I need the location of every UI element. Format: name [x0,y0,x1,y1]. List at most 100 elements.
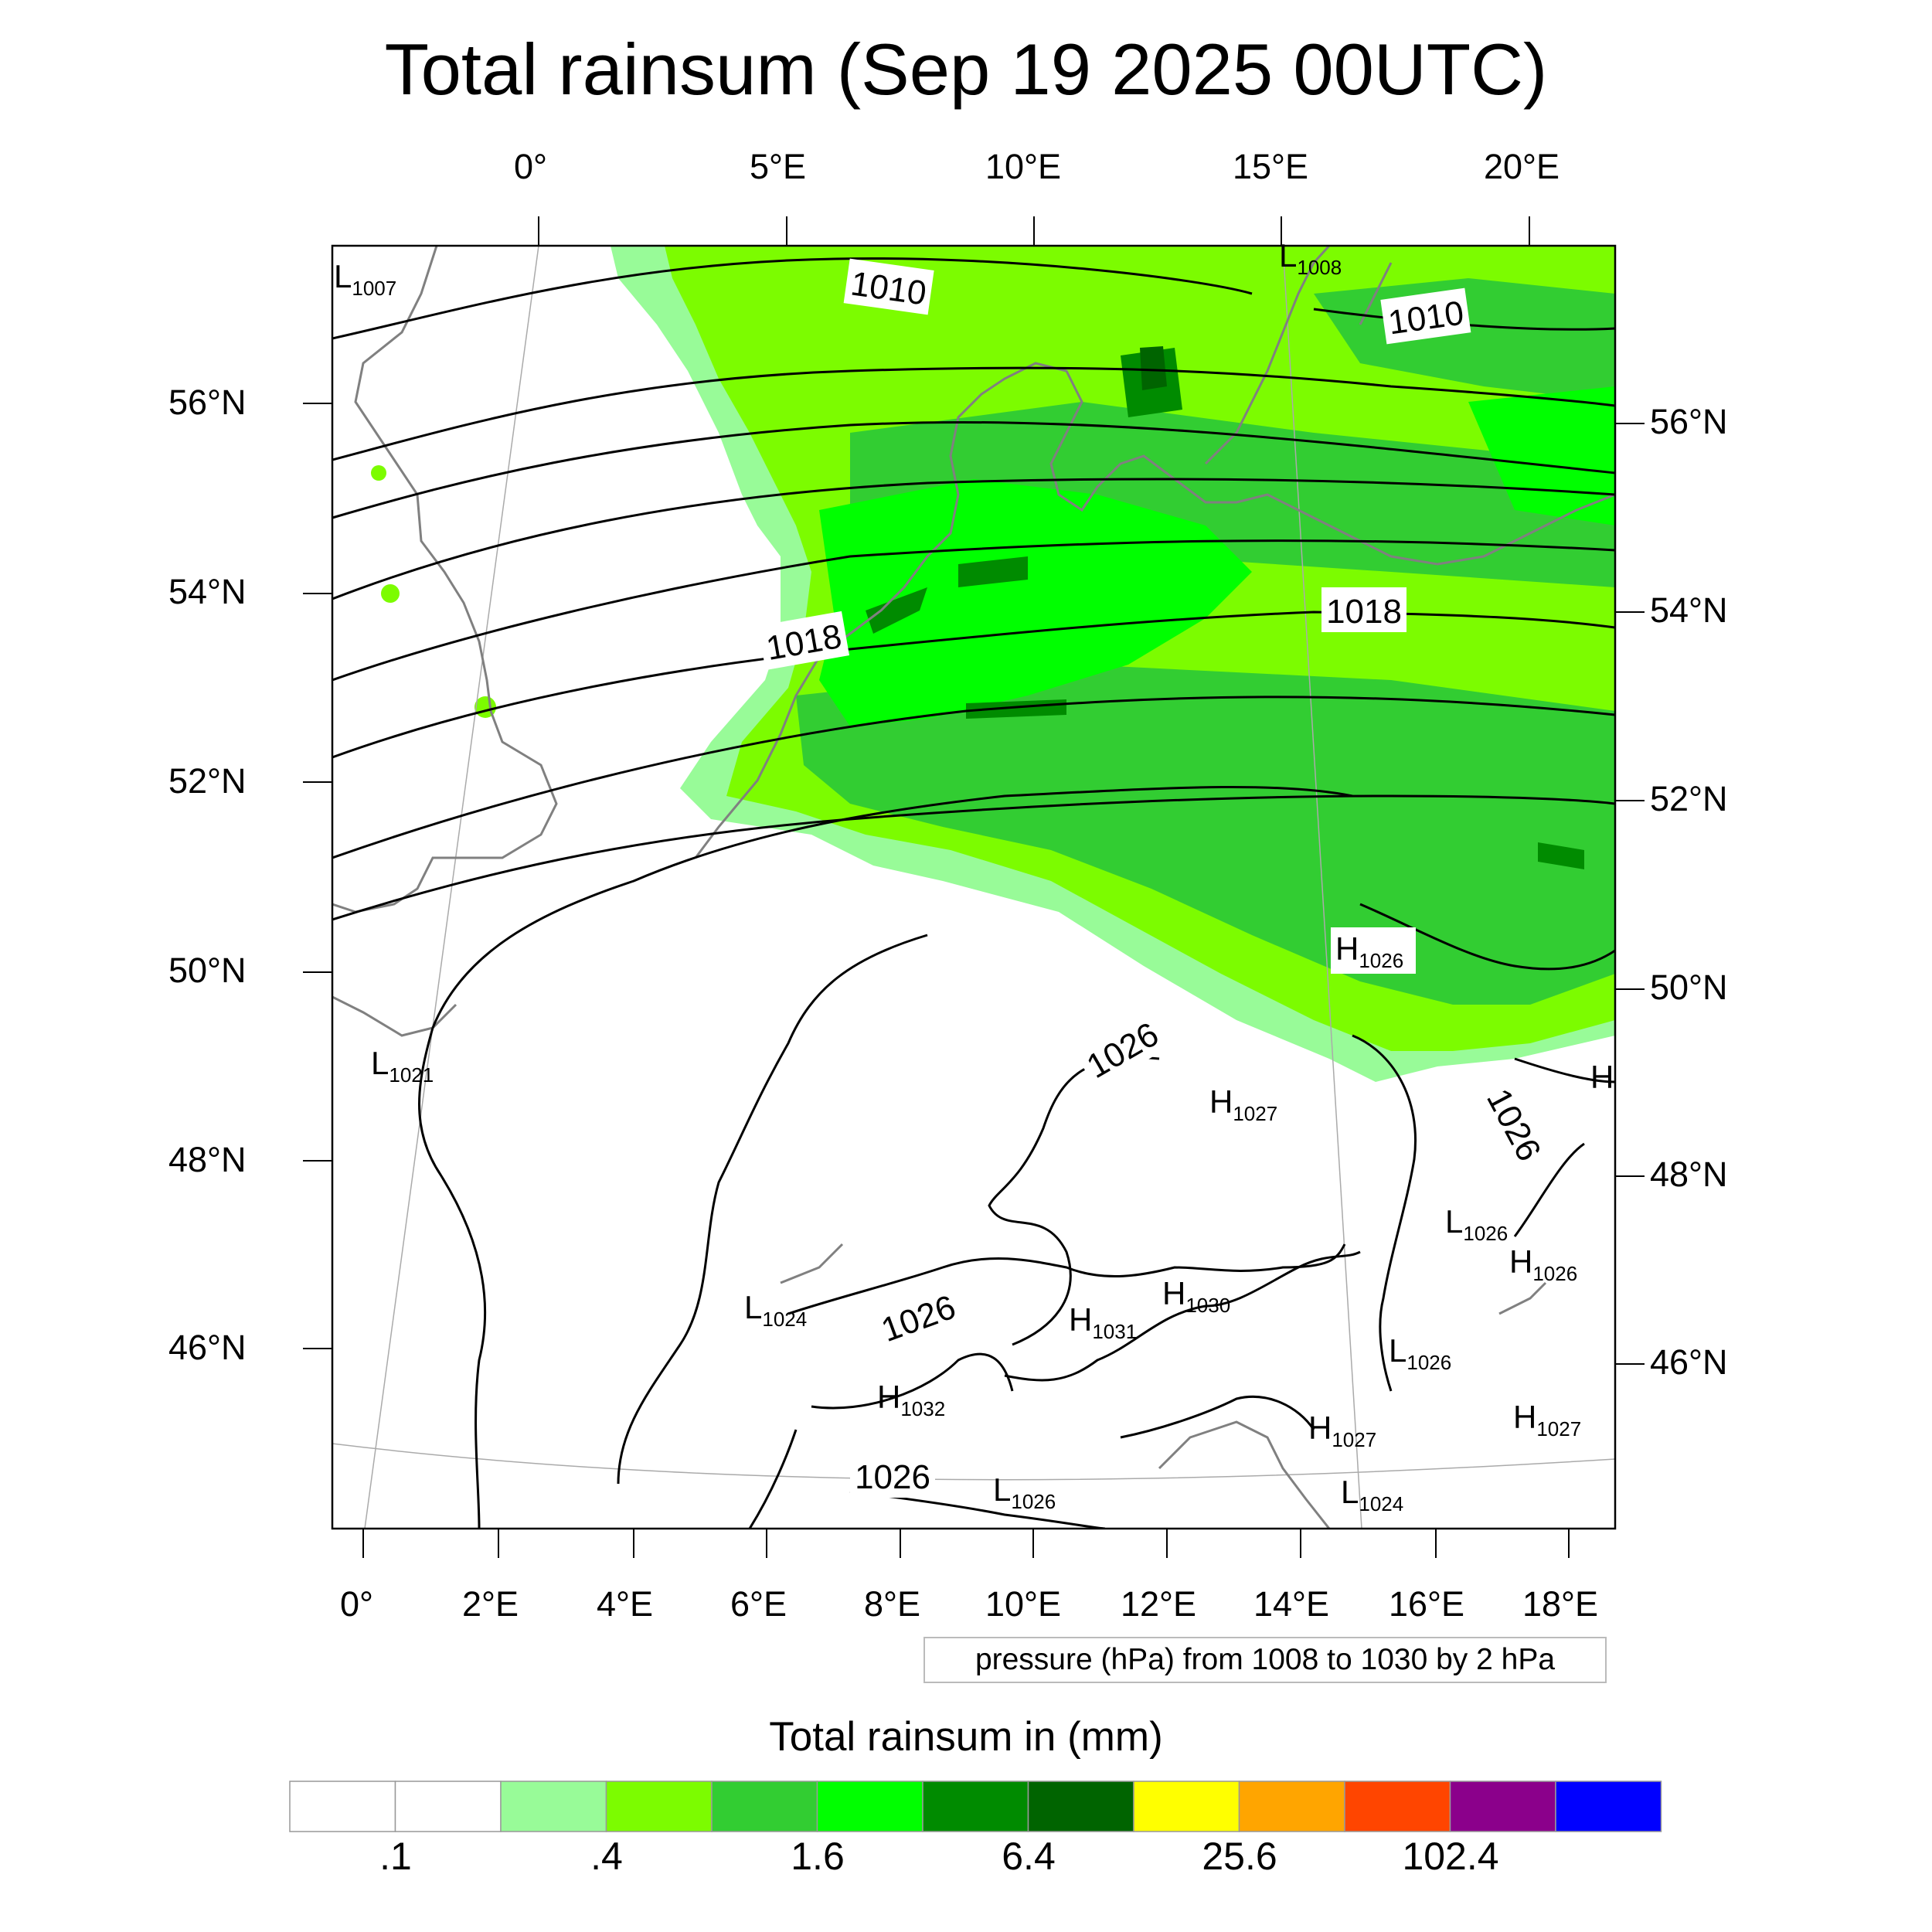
pressure-center: H1032 [877,1379,945,1420]
pressure-center-value: 1026 [1463,1222,1508,1245]
bottom-lon-label: 6°E [730,1584,787,1624]
colorbar-label: .1 [379,1835,412,1878]
precipitation-field [371,246,1615,1082]
colorbar-label: 6.4 [1002,1835,1056,1878]
top-lon-label: 20°E [1484,147,1560,186]
rain-area-bright [819,479,1252,726]
pressure-center-type: L [744,1289,762,1325]
pressure-center: H [1590,1059,1614,1095]
pressure-centers: L1007 L1008 H1026 L1021 H1027 L1026 H102… [334,237,1614,1515]
bottom-lon-label: 4°E [597,1584,654,1624]
isobars [332,257,1615,1529]
pressure-center-type: H [1069,1301,1092,1338]
pressure-center: L1008 [1279,237,1342,279]
pressure-center: L1024 [744,1289,807,1331]
bottom-lon-label: 2°E [462,1584,519,1624]
pressure-center-type: H [877,1379,900,1415]
pressure-center: H1030 [1162,1275,1230,1317]
bottom-lon-label: 18°E [1522,1584,1599,1624]
pressure-center-type: H [1335,930,1359,967]
rain-area-medium [796,665,1615,1005]
left-lat-label: 50°N [168,951,247,990]
colorbar [289,1781,1662,1832]
pressure-center-value: 1027 [1233,1102,1277,1125]
pressure-center-type: H [1513,1399,1536,1435]
colorbar-label: 1.6 [791,1835,845,1878]
bottom-lon-label: 16°E [1389,1584,1465,1624]
top-lon-label: 5°E [750,147,807,186]
colorbar-swatch [1133,1781,1240,1832]
pressure-center-value: 1021 [389,1063,434,1087]
colorbar-label: .4 [590,1835,623,1878]
rain-core-dark [958,556,1028,587]
bottom-lon-label: 12°E [1121,1584,1197,1624]
pressure-center-type: L [371,1045,389,1081]
pressure-center-value: 1031 [1092,1320,1137,1343]
pressure-center: L1021 [371,1045,434,1087]
right-lat-label: 52°N [1650,779,1728,818]
pressure-center-value: 1030 [1185,1294,1230,1317]
pressure-center-value: 1026 [1532,1262,1577,1285]
left-lat-label: 54°N [168,572,247,611]
colorbar-swatch [816,1781,923,1832]
pressure-center: L1024 [1341,1474,1403,1515]
rain-core-dark [966,699,1066,719]
pressure-center-type: H [1509,1243,1532,1280]
bottom-lon-label: 8°E [864,1584,921,1624]
colorbar-swatch [605,1781,713,1832]
pressure-center-type: L [993,1471,1011,1508]
pressure-center-type: L [1341,1474,1359,1510]
pressure-center-type: H [1162,1275,1185,1311]
pressure-center-type: L [1279,237,1297,274]
bottom-lon-label: 14°E [1253,1584,1330,1624]
pressure-center: L1026 [993,1471,1056,1513]
pressure-center-type: H [1209,1083,1233,1120]
pressure-center-type: L [334,258,352,294]
colorbar-swatch [1449,1781,1556,1832]
colorbar-swatch [289,1781,396,1832]
pressure-note: pressure (hPa) from 1008 to 1030 by 2 hP… [923,1637,1607,1683]
colorbar-swatch [1344,1781,1451,1832]
bottom-lon-label: 10°E [985,1584,1062,1624]
rain-core-dark [866,587,927,634]
colorbar-swatch [922,1781,1029,1832]
pressure-center-type: L [1445,1203,1463,1240]
colorbar-title: Total rainsum in (mm) [769,1714,1163,1760]
pressure-center: H1031 [1069,1301,1137,1343]
pressure-center: H1026 [1509,1243,1577,1285]
pressure-center-value: 1007 [352,277,396,300]
colorbar-swatch [1555,1781,1662,1832]
pressure-center: L1026 [1389,1332,1451,1374]
axis-ticks [303,216,1645,1558]
colorbar-label: 25.6 [1202,1835,1277,1878]
coastlines [332,246,1615,1529]
map-frame [331,244,1617,1530]
rain-core-dark [1538,842,1584,869]
top-lon-label: 10°E [985,147,1062,186]
colorbar-swatch [711,1781,818,1832]
pressure-center: H1027 [1209,1083,1277,1125]
map-title: Total rainsum (Sep 19 2025 00UTC) [384,29,1548,110]
right-lat-label: 50°N [1650,968,1728,1007]
pressure-center: H1026 [1335,930,1403,972]
left-lat-label: 56°N [168,383,247,422]
bottom-lon-label: 0° [340,1584,374,1624]
colorbar-swatch [1027,1781,1134,1832]
top-lon-label: 15°E [1233,147,1309,186]
pressure-center-value: 1024 [762,1308,807,1331]
rain-core-darkest [1140,346,1167,390]
pressure-center: L1026 [1445,1203,1508,1245]
pressure-center-value: 1008 [1297,256,1342,279]
colorbar-swatch [1238,1781,1345,1832]
left-lat-label: 52°N [168,761,247,801]
pressure-center: H1027 [1308,1410,1376,1451]
pressure-center-type: H [1308,1410,1332,1446]
right-lat-label: 48°N [1650,1155,1728,1194]
rain-blob [371,465,386,481]
pressure-center-value: 1032 [900,1397,945,1420]
rain-area-bright [1468,386,1615,526]
right-lat-label: 54°N [1650,590,1728,630]
pressure-center-value: 1024 [1359,1492,1403,1515]
pressure-center-value: 1026 [1406,1351,1451,1374]
